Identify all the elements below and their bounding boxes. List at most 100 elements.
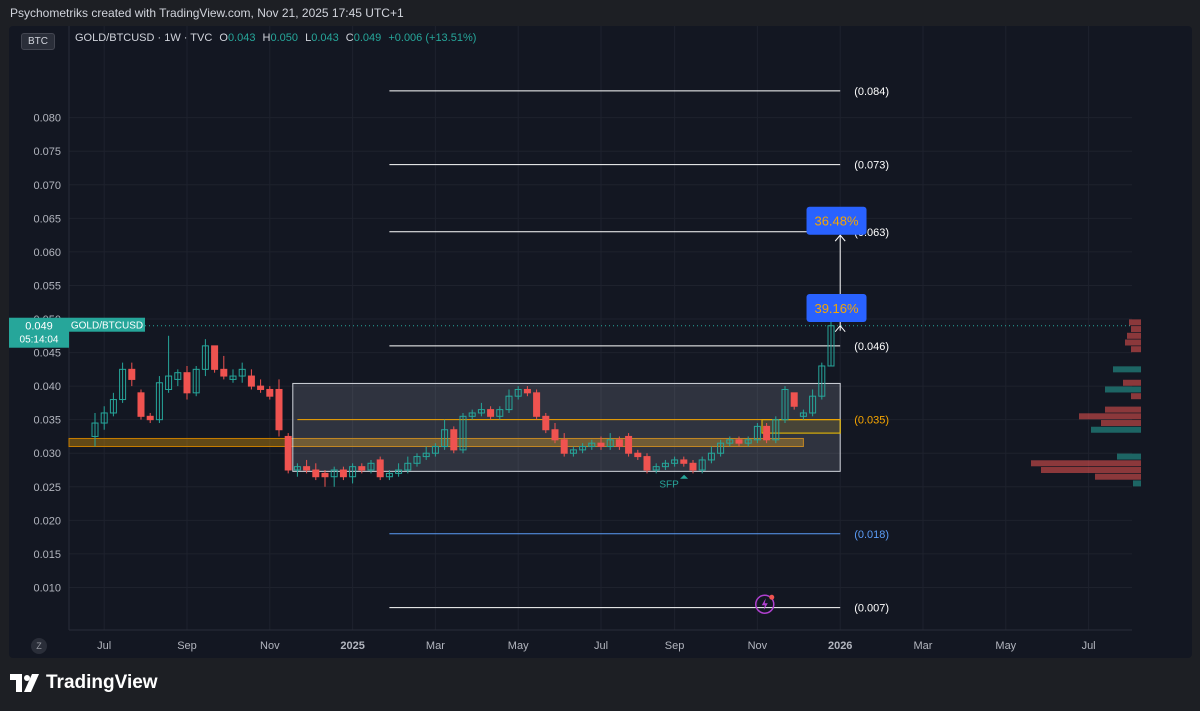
percent-badge[interactable] bbox=[806, 293, 867, 322]
candle-body[interactable] bbox=[744, 439, 752, 444]
candle-body[interactable] bbox=[560, 439, 568, 454]
candle-body[interactable] bbox=[661, 462, 669, 468]
candle-body[interactable] bbox=[100, 412, 108, 424]
candle-body[interactable] bbox=[689, 462, 697, 471]
candle-body[interactable] bbox=[790, 392, 798, 407]
candle-body[interactable] bbox=[735, 439, 743, 444]
candle-body[interactable] bbox=[339, 469, 347, 478]
candle-body[interactable] bbox=[468, 412, 476, 417]
candle-body[interactable] bbox=[707, 452, 715, 461]
candle-body[interactable] bbox=[496, 409, 504, 417]
candle-body[interactable] bbox=[671, 459, 679, 464]
candle-body[interactable] bbox=[155, 382, 163, 421]
candle-body[interactable] bbox=[165, 375, 173, 390]
candle-body[interactable] bbox=[183, 372, 191, 394]
candle-body[interactable] bbox=[266, 388, 274, 397]
candle-body[interactable] bbox=[579, 446, 587, 451]
timezone-z-badge[interactable]: Z bbox=[31, 638, 47, 654]
candle-body[interactable] bbox=[91, 422, 99, 437]
candle-body[interactable] bbox=[404, 462, 412, 471]
x-tick-label: May bbox=[995, 640, 1016, 652]
candle-body[interactable] bbox=[119, 368, 127, 401]
candle-body[interactable] bbox=[293, 466, 301, 471]
candle-body[interactable] bbox=[551, 429, 559, 441]
candle-body[interactable] bbox=[321, 472, 329, 478]
candle-body[interactable] bbox=[505, 395, 513, 411]
candle-body[interactable] bbox=[652, 466, 660, 471]
candle-body[interactable] bbox=[717, 442, 725, 454]
candle-body[interactable] bbox=[450, 429, 458, 451]
tradingview-logo[interactable]: TradingView bbox=[10, 672, 158, 694]
volume-profile-bar bbox=[1031, 460, 1141, 467]
candle-body[interactable] bbox=[763, 425, 771, 441]
candle-body[interactable] bbox=[349, 466, 357, 478]
volume-profile-bar bbox=[1117, 453, 1141, 460]
chart-frame[interactable]: 0.080 0.075 0.070 0.065 0.060 0.055 0.050 0.045… bbox=[9, 26, 1192, 658]
candle-body[interactable] bbox=[247, 375, 255, 387]
current-price-tag[interactable] bbox=[9, 317, 69, 348]
candle-body[interactable] bbox=[726, 439, 734, 444]
candle-body[interactable] bbox=[257, 385, 265, 390]
candle-body[interactable] bbox=[588, 442, 596, 448]
candle-body[interactable] bbox=[385, 472, 393, 478]
candle-body[interactable] bbox=[625, 435, 633, 454]
candle-body[interactable] bbox=[211, 345, 219, 370]
candle-body[interactable] bbox=[376, 459, 384, 478]
candle-body[interactable] bbox=[799, 412, 807, 417]
candle-body[interactable] bbox=[367, 462, 375, 471]
candle-body[interactable] bbox=[569, 449, 577, 454]
candle-body[interactable] bbox=[542, 415, 550, 431]
candle-body[interactable] bbox=[753, 425, 761, 441]
candle-body[interactable] bbox=[284, 435, 292, 471]
candle-body[interactable] bbox=[533, 392, 541, 417]
candle-body[interactable] bbox=[615, 439, 623, 448]
candle-body[interactable] bbox=[312, 469, 320, 478]
candle-body[interactable] bbox=[201, 345, 209, 370]
candle-body[interactable] bbox=[238, 368, 246, 377]
candle-body[interactable] bbox=[395, 469, 403, 474]
chart-canvas[interactable]: 0.080 0.075 0.070 0.065 0.060 0.055 0.050 0.045… bbox=[9, 26, 1192, 658]
candle-body[interactable] bbox=[431, 446, 439, 454]
candle-body[interactable] bbox=[523, 388, 531, 394]
candle-body[interactable] bbox=[487, 409, 495, 417]
candle-body[interactable] bbox=[229, 375, 237, 380]
volume-profile-bar bbox=[1113, 366, 1141, 373]
symbol-price-tag-label: GOLD/BTCUSD bbox=[71, 321, 143, 332]
candle-body[interactable] bbox=[680, 459, 688, 464]
close-value: 0.049 bbox=[353, 32, 382, 44]
candle-body[interactable] bbox=[192, 368, 200, 394]
candle-body[interactable] bbox=[330, 469, 338, 478]
candle-body[interactable] bbox=[514, 388, 522, 397]
legend-symbol[interactable]: GOLD/BTCUSD · 1W · TVC bbox=[75, 32, 213, 44]
candle-body[interactable] bbox=[358, 466, 366, 471]
candle-body[interactable] bbox=[818, 365, 826, 397]
candle-body[interactable] bbox=[477, 409, 485, 414]
candle-body[interactable] bbox=[303, 466, 311, 471]
candle-body[interactable] bbox=[413, 456, 421, 464]
candle-body[interactable] bbox=[146, 415, 154, 421]
candle-body[interactable] bbox=[275, 388, 283, 431]
candle-body[interactable] bbox=[459, 415, 467, 451]
candle-body[interactable] bbox=[597, 442, 605, 448]
candle-body[interactable] bbox=[643, 456, 651, 471]
candle-body[interactable] bbox=[772, 419, 780, 441]
candle-body[interactable] bbox=[441, 429, 449, 448]
candle-body[interactable] bbox=[698, 459, 706, 471]
candle-body[interactable] bbox=[109, 399, 117, 414]
percent-badge[interactable] bbox=[806, 206, 867, 235]
candle-body[interactable] bbox=[422, 452, 430, 458]
candle-body[interactable] bbox=[634, 452, 642, 458]
candle-body[interactable] bbox=[781, 388, 789, 421]
resistance-box[interactable] bbox=[761, 419, 841, 434]
candle-body[interactable] bbox=[606, 439, 614, 448]
candle-body[interactable] bbox=[827, 325, 835, 367]
candle-body[interactable] bbox=[809, 395, 817, 414]
alert-lightning-icon[interactable] bbox=[755, 594, 775, 614]
candle-body[interactable] bbox=[137, 392, 145, 417]
candle-body[interactable] bbox=[128, 368, 136, 380]
range-box[interactable] bbox=[292, 382, 841, 472]
symbol-badge[interactable]: BTC bbox=[21, 33, 55, 50]
candle-body[interactable] bbox=[174, 372, 182, 380]
x-tick-label: Nov bbox=[748, 640, 768, 652]
candle-body[interactable] bbox=[220, 368, 228, 377]
